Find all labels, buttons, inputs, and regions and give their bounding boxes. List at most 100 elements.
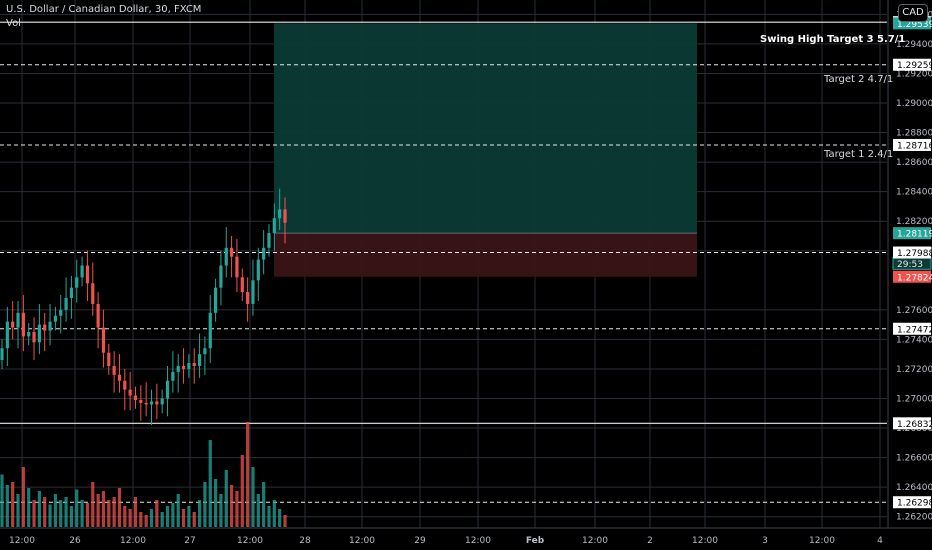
price-marker-label: 1.27824 xyxy=(897,273,932,283)
time-tick-label: 12:00 xyxy=(120,536,146,546)
time-tick-label: 12:00 xyxy=(582,536,608,546)
candle-body xyxy=(278,209,282,219)
currency-button[interactable]: CAD xyxy=(898,4,928,22)
volume-bar xyxy=(262,482,266,527)
candle-body xyxy=(176,365,180,372)
price-tick-label: 1.29400 xyxy=(896,40,932,50)
time-tick-label: 2 xyxy=(647,536,653,546)
symbol-title: U.S. Dollar / Canadian Dollar, 30, FXCM xyxy=(6,4,202,15)
volume-bar xyxy=(256,494,260,527)
candle-body xyxy=(101,327,106,353)
candle-body xyxy=(139,399,143,403)
volume-bar xyxy=(43,497,47,527)
price-tick-label: 1.29000 xyxy=(896,99,932,109)
volume-bar xyxy=(11,482,15,527)
candle-body xyxy=(123,380,127,390)
price-marker-label: 1.29259 xyxy=(897,61,932,71)
volume-bar xyxy=(171,503,175,527)
volume-bar xyxy=(37,491,41,527)
price-tick-label: 1.27000 xyxy=(896,395,932,405)
volume-bar xyxy=(64,497,68,527)
candle-body xyxy=(181,365,186,369)
volume-bar xyxy=(155,500,159,527)
volume-bar xyxy=(213,479,218,527)
volume-bar xyxy=(5,485,9,527)
volume-bar xyxy=(91,482,95,527)
price-tick-label: 1.27400 xyxy=(896,335,932,345)
time-tick-label: 12:00 xyxy=(349,536,375,546)
volume-bar xyxy=(112,497,116,527)
volume-bar xyxy=(48,504,52,527)
candle-body xyxy=(32,332,36,343)
candle-body xyxy=(133,395,138,400)
time-tick-label: 28 xyxy=(299,536,311,546)
price-tick-label: 1.29200 xyxy=(896,69,932,79)
volume-bar xyxy=(165,506,170,527)
volume-bar xyxy=(187,506,191,527)
time-tick-label: Feb xyxy=(526,536,545,546)
target3-label: Swing High Target 3 5.7/1 xyxy=(760,34,906,45)
volume-bar xyxy=(21,467,25,527)
volume-bar xyxy=(75,489,79,527)
candle-body xyxy=(5,321,9,349)
candle-body xyxy=(85,265,90,284)
candle-body xyxy=(117,374,122,381)
candle-body xyxy=(203,348,207,355)
volume-bar xyxy=(85,503,90,527)
volume-bar xyxy=(107,500,111,527)
candle-body xyxy=(272,218,276,234)
candle-body xyxy=(128,389,132,396)
volume-bar xyxy=(208,440,212,527)
candle-body xyxy=(213,287,218,313)
price-marker xyxy=(893,496,931,509)
candle-body xyxy=(235,256,239,278)
candle-body xyxy=(246,292,250,304)
volume-bar xyxy=(230,485,234,527)
candle-body xyxy=(37,324,41,343)
time-tick-label: 26 xyxy=(69,536,81,546)
time-tick-label: 12:00 xyxy=(9,536,35,546)
volume-bar xyxy=(176,494,180,527)
candle-body xyxy=(91,283,95,304)
candle-body xyxy=(144,402,148,405)
volume-indicator-label[interactable]: Vol xyxy=(6,18,21,29)
volume-bar xyxy=(251,467,255,527)
price-marker xyxy=(893,270,931,283)
volume-bar xyxy=(267,506,271,527)
volume-bar xyxy=(139,512,143,527)
time-tick-label: 4 xyxy=(877,536,883,546)
candle-body xyxy=(165,380,170,399)
volume-bar xyxy=(123,506,127,527)
volume-bar xyxy=(128,509,132,527)
profit-zone xyxy=(274,23,697,234)
volume-bar xyxy=(235,491,239,527)
candle-body xyxy=(219,265,223,288)
volume-bar xyxy=(53,494,57,527)
candle-body xyxy=(149,401,154,405)
candle-body xyxy=(112,365,116,375)
price-marker xyxy=(893,138,931,151)
volume-bar xyxy=(96,494,100,527)
candle-body xyxy=(16,312,20,328)
price-marker-label: 1.29539 xyxy=(897,20,932,30)
price-marker-label: 1.28716 xyxy=(897,141,932,151)
volume-bar xyxy=(59,500,63,527)
candle-body xyxy=(224,247,228,266)
time-tick-label: 3 xyxy=(762,536,768,546)
time-tick-label: 12:00 xyxy=(692,536,718,546)
candle-body xyxy=(160,398,164,405)
candle-body xyxy=(267,233,271,248)
price-marker-label: 1.26298 xyxy=(897,499,932,509)
price-marker-label: 1.26832 xyxy=(897,420,932,430)
candle-body xyxy=(262,247,266,260)
candle-body xyxy=(208,312,212,349)
volume-bar xyxy=(219,494,223,527)
volume-bar xyxy=(16,494,20,527)
price-tick-label: 1.28400 xyxy=(896,188,932,198)
candle-body xyxy=(230,247,234,257)
price-tick-label: 1.28200 xyxy=(896,217,932,227)
target1-label: Target 1 2.4/1 xyxy=(824,149,894,160)
candle-body xyxy=(96,303,100,328)
